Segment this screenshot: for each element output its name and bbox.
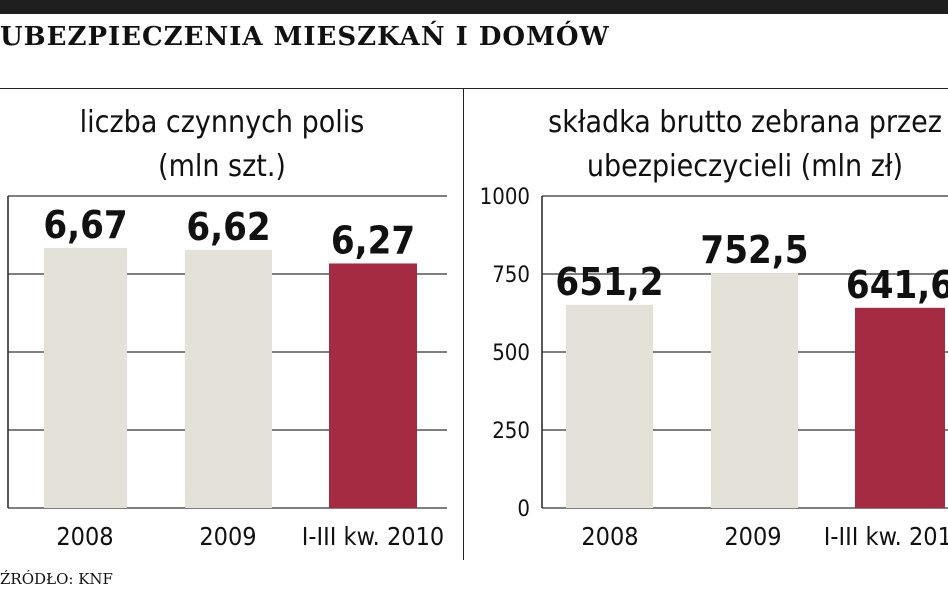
chart1-bar bbox=[185, 249, 272, 508]
chart2-category-label: 2009 bbox=[724, 522, 781, 551]
panel-divider bbox=[463, 88, 464, 560]
chart1-title-line: liczba czynnych polis bbox=[80, 105, 365, 140]
chart2-tick-label: 750 bbox=[492, 263, 530, 288]
chart2-bar bbox=[566, 304, 653, 508]
chart1-category-label: 2009 bbox=[199, 522, 256, 551]
chart2-tick-label: 250 bbox=[492, 419, 530, 444]
chart1-category-label: 2008 bbox=[56, 522, 113, 551]
chart2-value-label: 651,2 bbox=[555, 260, 663, 304]
chart2-tick-label: 1000 bbox=[480, 185, 530, 210]
page-title: UBEZPIECZENIA MIESZKAŃ I DOMÓW bbox=[0, 22, 610, 52]
header-divider bbox=[0, 88, 948, 89]
chart2-bar bbox=[855, 307, 945, 508]
chart1-value-label: 6,27 bbox=[331, 218, 415, 262]
chart2-value-label: 752,5 bbox=[700, 228, 808, 272]
chart1-category-label: I-III kw. 2010 bbox=[302, 522, 444, 551]
chart2-tick-label: 500 bbox=[492, 341, 530, 366]
chart1-value-label: 6,67 bbox=[43, 203, 127, 247]
chart2-value-label: 641,6 bbox=[846, 263, 948, 307]
chart1-bar bbox=[329, 263, 417, 508]
chart2-category-label: 2008 bbox=[581, 522, 638, 551]
chart2-title-line: ubezpieczycieli (mln zł) bbox=[587, 149, 903, 184]
chart1-bar bbox=[44, 247, 127, 508]
chart2-tick-label: 0 bbox=[517, 497, 530, 522]
chart1-value-label: 6,62 bbox=[186, 205, 270, 249]
chart2-bar bbox=[711, 273, 798, 508]
source-note: ŹRÓDŁO: KNF bbox=[0, 570, 113, 588]
chart2-category-label: I-III kw. 2010 bbox=[824, 522, 948, 551]
top-black-bar bbox=[0, 0, 948, 14]
chart2-title-line: składka brutto zebrana przez bbox=[548, 105, 942, 140]
chart1-title-line: (mln szt.) bbox=[158, 149, 286, 184]
